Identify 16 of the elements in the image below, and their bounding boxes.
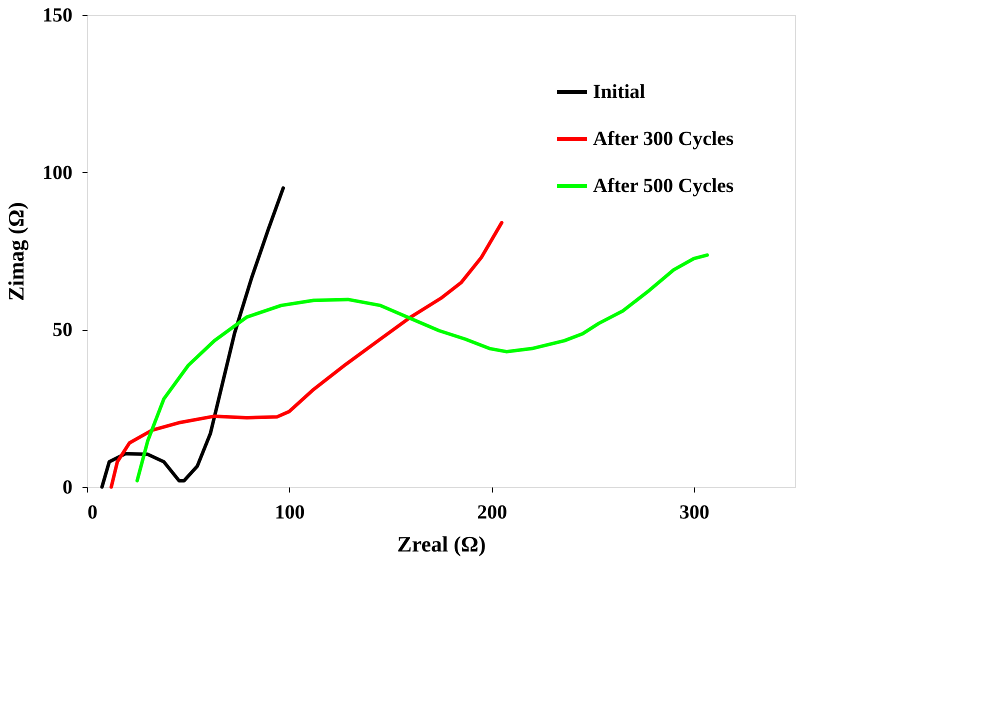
legend-label: After 300 Cycles (593, 128, 734, 150)
legend-label: After 500 Cycles (593, 175, 734, 197)
x-tick-label: 0 (88, 502, 98, 524)
y-axis-title: Zimag (Ω) (4, 202, 28, 301)
x-tick-label: 300 (679, 502, 710, 524)
line-series (110, 220, 504, 489)
y-tick-label: 0 (62, 476, 72, 498)
x-tick-label: 100 (274, 502, 305, 524)
line-series (135, 253, 709, 482)
y-tick-label: 150 (42, 4, 72, 26)
y-tick-label: 100 (42, 162, 72, 184)
x-axis-title: Zreal (Ω) (397, 532, 486, 556)
legend-label: Initial (593, 81, 646, 103)
y-tick-label: 50 (52, 319, 72, 342)
x-tick-label: 200 (477, 502, 508, 524)
line-series (100, 186, 285, 489)
